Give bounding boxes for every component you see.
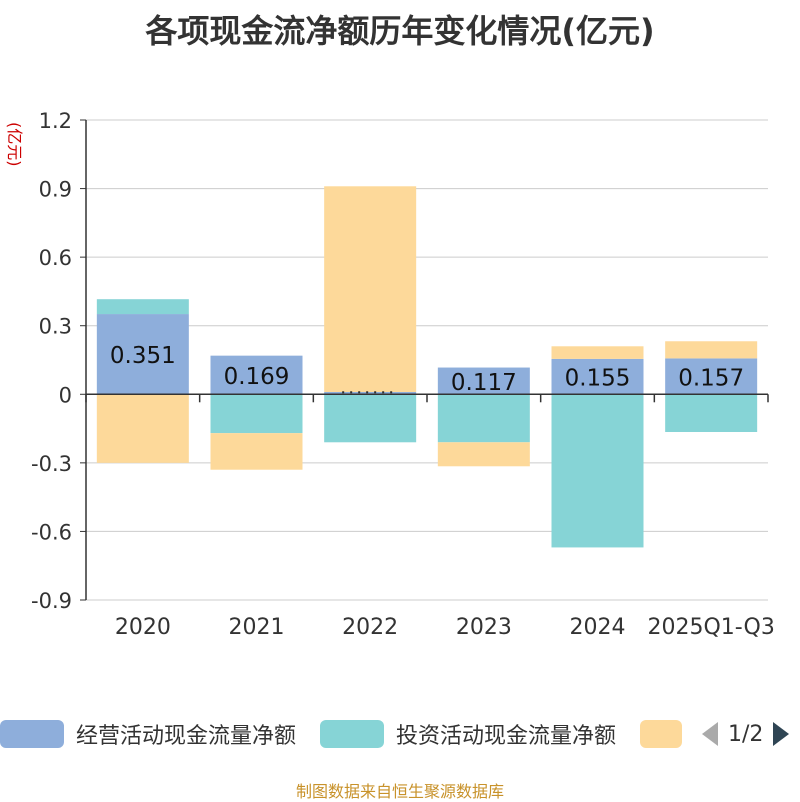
bar-investing [551,394,644,548]
data-label: 0.169 [224,364,290,390]
legend-item-operating[interactable]: 经营活动现金流量净额 [0,716,296,752]
y-tick-label: -0.3 [31,452,72,476]
x-tick-label: 2025Q1-Q3 [647,615,774,640]
legend-swatch-investing [320,720,384,748]
bar-investing [210,394,303,434]
y-tick-label: -0.6 [31,520,72,544]
bar-investing [96,299,189,315]
chart-title: 各项现金流净额历年变化情况(亿元) [145,12,655,50]
data-label: 0.117 [451,370,517,396]
y-tick-label: 0 [59,383,72,407]
prev-page-icon[interactable] [700,720,720,748]
legend-page-indicator: 1/2 [728,721,764,747]
x-tick-label: 2021 [229,615,285,640]
data-label: 0.351 [110,343,176,369]
bar-operating [551,358,644,395]
y-tick-label: 0.9 [39,178,72,202]
legend-label-operating: 经营活动现金流量净额 [76,724,297,749]
legend-item-investing[interactable]: 投资活动现金流量净额 [320,716,616,752]
data-label: 0.157 [678,365,744,391]
data-source-footer: 制图数据来自恒生聚源数据库 [295,782,504,801]
bar-investing [665,394,758,432]
legend-label-investing: 投资活动现金流量净额 [396,724,617,749]
bar-financing [551,346,644,359]
bar-investing [437,394,530,443]
bar-operating [665,358,758,395]
data-label: 0.155 [565,366,631,392]
next-page-icon[interactable] [771,720,791,748]
bar-financing [665,341,758,359]
legend-swatch-operating [0,720,64,748]
bar-operating [437,367,530,395]
y-tick-label: 0.3 [39,315,72,339]
x-tick-label: 2024 [570,615,626,640]
stacked-bar-chart: 1.2 0.9 0.6 0.3 0 -0.3 -0.6 -0.9 0.351 0.169 0.117… [31,109,775,640]
x-tick-label: 2022 [342,615,398,640]
bar-investing [324,394,417,443]
bar-financing [324,186,417,392]
legend-swatch-financing [640,720,682,748]
legend-pager: 1/2 [700,716,791,752]
bar-financing [210,433,303,470]
bar-operating [210,355,303,395]
y-tick-label: 0.6 [39,246,72,270]
bar-operating [96,314,189,395]
y-tick-label: -0.9 [31,589,72,613]
x-tick-label: 2023 [456,615,512,640]
bar-financing [96,394,189,463]
bar-operating [324,392,417,395]
x-tick-label: 2020 [115,615,171,640]
bar-financing [437,442,530,467]
y-tick-label: 1.2 [39,109,72,133]
legend-item-financing[interactable] [640,716,682,752]
legend: 经营活动现金流量净额 投资活动现金流量净额 [0,716,800,752]
